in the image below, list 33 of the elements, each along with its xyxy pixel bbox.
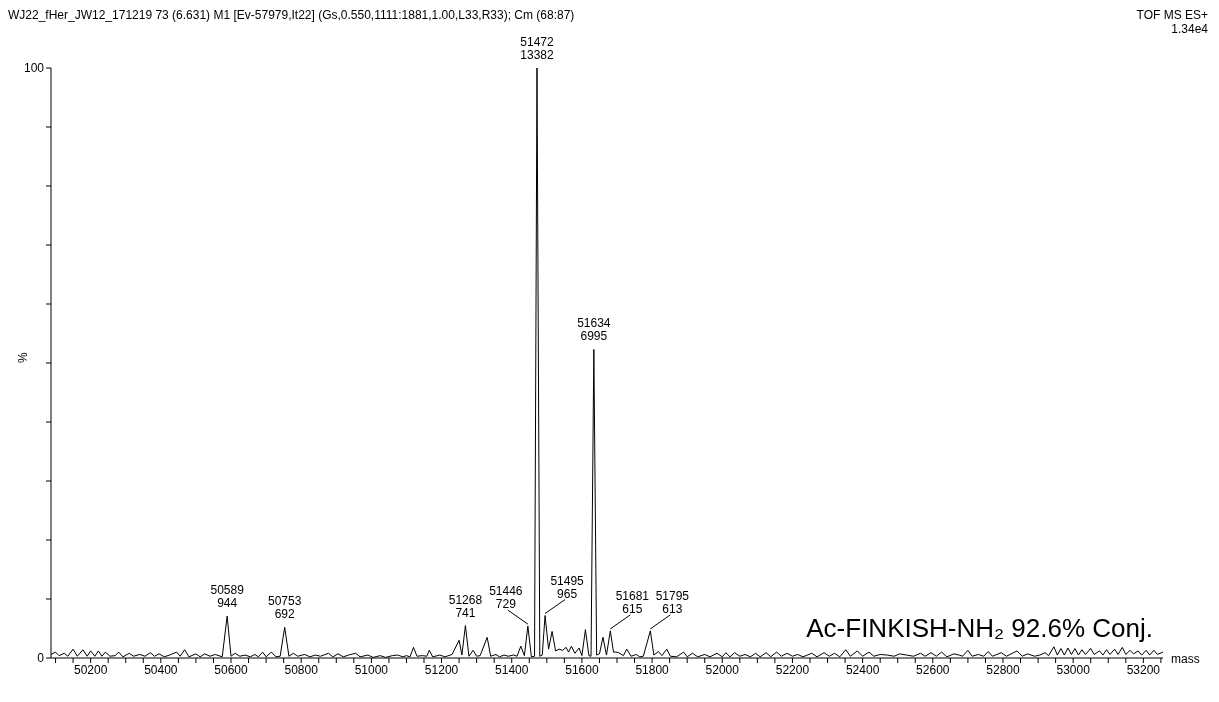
x-tick-label: 53000 (1056, 662, 1091, 677)
x-tick-label: 50200 (73, 662, 108, 677)
x-tick-label: 50600 (214, 662, 249, 677)
annotation: 51681 615 (615, 588, 650, 616)
x-tick-label: 53200 (1126, 662, 1161, 677)
x-tick-label: 50800 (284, 662, 319, 677)
x-tick-label: 51600 (565, 662, 599, 677)
x-axis-title: mass (1171, 652, 1200, 667)
x-tick-label: 52400 (845, 662, 880, 677)
x-tick-label: 52800 (986, 662, 1020, 677)
text: 1.34e4 (1170, 22, 1208, 36)
annotation: 51446 729 (489, 584, 523, 612)
annotation: 50589 944 (210, 583, 245, 611)
x-tick-label: 52200 (775, 662, 810, 677)
annotation: Ac-FINKISH-NH₂ 92.6% Conj. (806, 613, 1153, 644)
text: TOF MS ES+ (1136, 8, 1208, 22)
x-tick-label: 52600 (916, 662, 950, 677)
annotation: 51634 6995 (577, 316, 611, 344)
annotation: 51268 741 (448, 592, 483, 620)
x-tick-label: 50400 (144, 662, 178, 677)
x-tick-label: 52000 (705, 662, 740, 677)
y-tick-label: 0 (37, 651, 45, 666)
annotation: 51495 965 (550, 573, 585, 601)
x-tick-label: 51000 (354, 662, 389, 677)
x-tick-label: 51800 (635, 662, 670, 677)
y-tick-label: 100 (23, 61, 45, 76)
x-tick-label: 51200 (424, 662, 459, 677)
annotation: 50753 692 (268, 594, 302, 622)
annotation: 51472 13382 (520, 35, 554, 62)
x-tick-label: 51400 (495, 662, 529, 677)
chart-title: WJ22_fHer_JW12_171219 73 (6.631) M1 [Ev-57979,It22] (Gs,0.550,1111:1881,1.00,L33,R33); Cm (68:87) (8, 8, 575, 22)
annotation: 51795 613 (655, 588, 690, 616)
y-axis-title: % (16, 352, 31, 363)
